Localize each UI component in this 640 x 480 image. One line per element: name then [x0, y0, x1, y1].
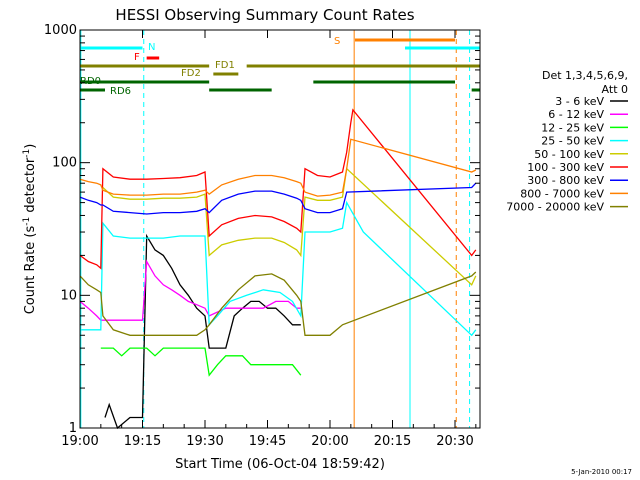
series-line-6: [79, 182, 477, 215]
legend-label-5: 100 - 300 keV: [527, 161, 604, 174]
y-axis-label: Count Rate (s-1 detector-1): [22, 144, 38, 315]
legend-title-1: Det 1,3,4,5,6,9,: [542, 69, 628, 82]
footer-date: 5-Jan-2010 00:17: [571, 468, 632, 476]
y-tick-label-1: 10: [60, 288, 77, 303]
legend-label-6: 300 - 800 keV: [527, 174, 604, 187]
series-line-1: [79, 259, 301, 321]
legend-title-2: Att 0: [602, 83, 628, 96]
y-label-end: ): [23, 144, 38, 149]
chart-title: HESSI Observing Summary Count Rates: [115, 6, 414, 24]
x-tick-label-6: 20:30: [436, 434, 473, 449]
legend-label-8: 7000 - 20000 keV: [506, 201, 604, 214]
series-line-7: [79, 138, 477, 197]
x-tick-label-5: 20:15: [374, 434, 411, 449]
plot-frame: [79, 29, 481, 429]
series-lines: [79, 108, 477, 430]
series-line-0: [104, 233, 301, 430]
legend-label-2: 12 - 25 keV: [541, 121, 604, 134]
plot-area: NF S FD1 FD2 RD0 RD6: [79, 30, 481, 430]
legend-label-1: 6 - 12 keV: [548, 108, 604, 121]
legend-label-4: 50 - 100 keV: [534, 148, 604, 161]
x-tick-label-0: 19:00: [61, 434, 98, 449]
flag-label-n: N: [148, 42, 155, 53]
flag-label-rd0: RD0: [80, 76, 101, 87]
y-tick-label-0: 1: [69, 421, 77, 436]
y-tick-label-2: 100: [52, 156, 77, 171]
series-line-8: [79, 271, 477, 336]
x-axis-ticks: 19:00 19:15 19:30 19:45 20:00 20:15 20:30: [61, 30, 477, 449]
legend-label-0: 3 - 6 keV: [555, 95, 604, 108]
legend-label-3: 25 - 50 keV: [541, 135, 604, 148]
flag-label-rd6: RD6: [110, 86, 131, 97]
x-axis-label: Start Time (06-Oct-04 18:59:42): [175, 457, 385, 472]
x-tick-label-2: 19:30: [186, 434, 223, 449]
y-label-main: Count Rate (s: [23, 226, 38, 315]
y-axis-ticks: 1 10 100 1000: [44, 23, 480, 436]
y-label-sup-1: -1: [22, 217, 32, 226]
flag-label-f: F: [134, 52, 140, 63]
y-tick-label-3: 1000: [44, 23, 77, 38]
flag-label-s: S: [334, 36, 340, 47]
series-line-4: [102, 167, 477, 286]
series-line-3: [80, 200, 477, 337]
legend-label-7: 800 - 7000 keV: [520, 187, 604, 200]
y-label-sup-2: -1: [22, 149, 32, 158]
x-tick-label-1: 19:15: [124, 434, 161, 449]
x-tick-label-4: 20:00: [311, 434, 348, 449]
y-label-mid: detector: [23, 157, 38, 217]
flag-bars: NF S FD1 FD2 RD0 RD6: [80, 36, 480, 97]
flag-label-fd1: FD1: [215, 60, 235, 71]
series-line-2: [100, 347, 302, 377]
flag-label-fd2: FD2: [181, 68, 201, 79]
x-tick-label-3: 19:45: [249, 434, 286, 449]
series-line-5: [79, 108, 477, 270]
